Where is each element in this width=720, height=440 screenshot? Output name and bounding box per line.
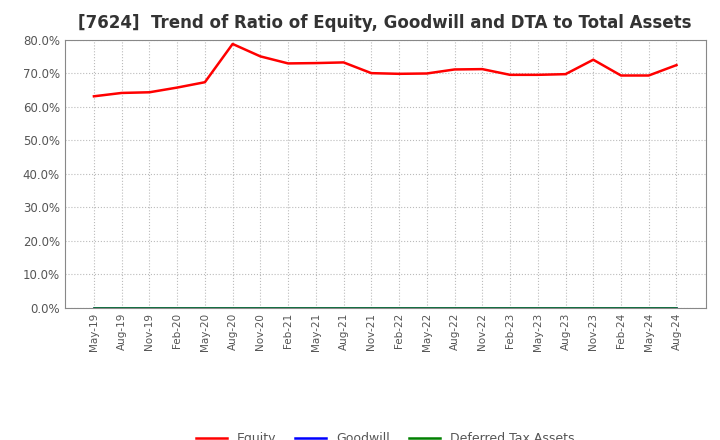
Deferred Tax Assets [201,305,210,311]
Goodwill [367,305,376,311]
Equity [672,62,681,68]
Deferred Tax Assets [589,305,598,311]
Deferred Tax Assets [228,305,237,311]
Goodwill [228,305,237,311]
Line: Equity: Equity [94,44,677,96]
Goodwill [312,305,320,311]
Deferred Tax Assets [395,305,403,311]
Goodwill [505,305,514,311]
Title: [7624]  Trend of Ratio of Equity, Goodwill and DTA to Total Assets: [7624] Trend of Ratio of Equity, Goodwil… [78,15,692,33]
Goodwill [395,305,403,311]
Equity [173,85,181,90]
Deferred Tax Assets [89,305,98,311]
Goodwill [284,305,292,311]
Equity [450,67,459,72]
Deferred Tax Assets [423,305,431,311]
Deferred Tax Assets [505,305,514,311]
Equity [228,41,237,47]
Equity [505,72,514,77]
Goodwill [478,305,487,311]
Goodwill [616,305,625,311]
Equity [339,60,348,65]
Deferred Tax Assets [256,305,265,311]
Goodwill [89,305,98,311]
Deferred Tax Assets [561,305,570,311]
Goodwill [423,305,431,311]
Goodwill [256,305,265,311]
Equity [616,73,625,78]
Equity [395,71,403,77]
Equity [367,70,376,76]
Equity [589,57,598,62]
Equity [423,71,431,76]
Deferred Tax Assets [312,305,320,311]
Goodwill [534,305,542,311]
Goodwill [339,305,348,311]
Deferred Tax Assets [145,305,154,311]
Goodwill [450,305,459,311]
Goodwill [589,305,598,311]
Deferred Tax Assets [339,305,348,311]
Deferred Tax Assets [534,305,542,311]
Goodwill [561,305,570,311]
Equity [256,54,265,59]
Goodwill [117,305,126,311]
Deferred Tax Assets [173,305,181,311]
Goodwill [644,305,653,311]
Deferred Tax Assets [644,305,653,311]
Deferred Tax Assets [284,305,292,311]
Equity [478,66,487,72]
Goodwill [145,305,154,311]
Goodwill [173,305,181,311]
Goodwill [672,305,681,311]
Equity [644,73,653,78]
Deferred Tax Assets [117,305,126,311]
Equity [284,61,292,66]
Equity [117,90,126,95]
Equity [89,94,98,99]
Equity [534,72,542,77]
Legend: Equity, Goodwill, Deferred Tax Assets: Equity, Goodwill, Deferred Tax Assets [191,427,580,440]
Equity [201,80,210,85]
Deferred Tax Assets [367,305,376,311]
Equity [561,72,570,77]
Equity [312,60,320,66]
Deferred Tax Assets [672,305,681,311]
Deferred Tax Assets [616,305,625,311]
Equity [145,90,154,95]
Deferred Tax Assets [450,305,459,311]
Goodwill [201,305,210,311]
Deferred Tax Assets [478,305,487,311]
